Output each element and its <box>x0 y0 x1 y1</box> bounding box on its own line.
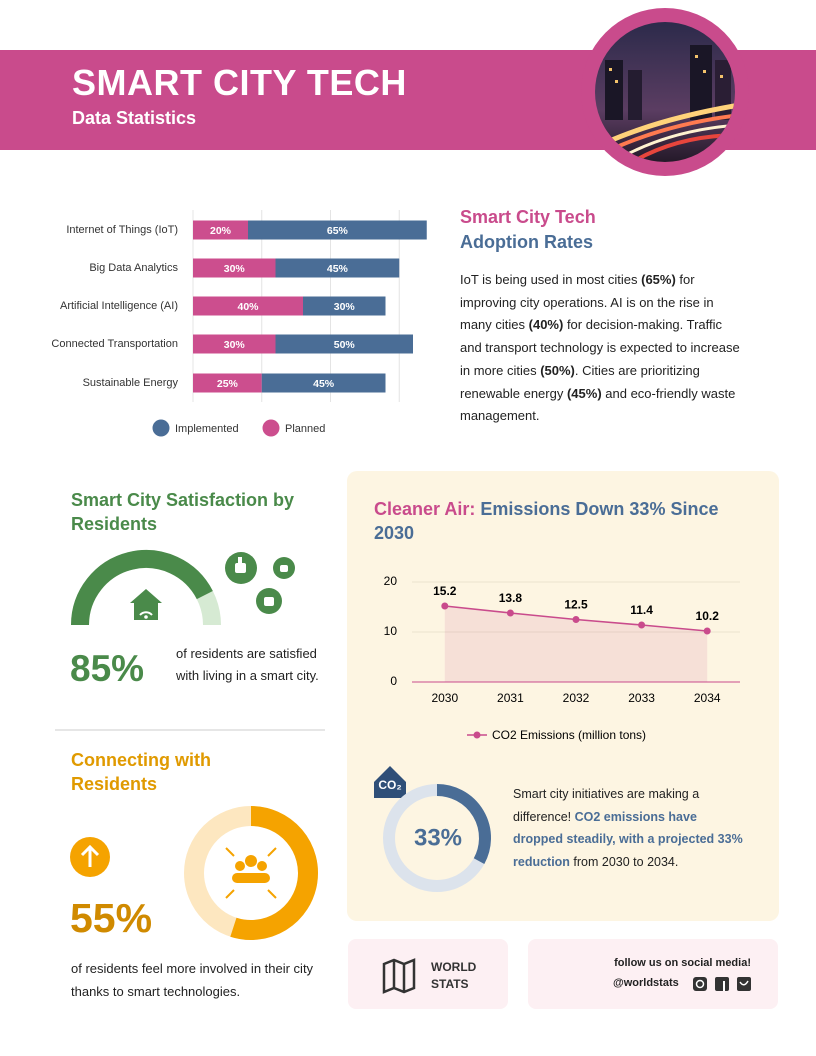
bar-segment <box>275 258 400 278</box>
bar-segment <box>303 296 386 316</box>
thumbs-icons <box>225 552 295 614</box>
y-tick-label: 20 <box>384 574 398 588</box>
legend-swatch <box>152 419 170 437</box>
y-tick-label: 10 <box>384 624 398 638</box>
x-tick-label: 2034 <box>694 691 721 705</box>
gauge-value <box>71 550 213 626</box>
subtitle: Data Statistics <box>72 108 197 128</box>
point <box>506 609 514 617</box>
bar-segment <box>193 258 276 278</box>
bar-segment <box>193 334 276 354</box>
paragraph-run: (45%) <box>566 385 602 401</box>
city-photo <box>595 22 735 162</box>
section-title: Adoption Rates <box>460 232 593 252</box>
paragraph-run: from 2030 to 2034. <box>569 854 679 869</box>
bar-value-label: 20% <box>210 225 232 237</box>
paragraph: Smart city initiatives are making a diff… <box>513 783 743 873</box>
point <box>703 627 711 635</box>
bar-segment <box>193 220 248 240</box>
point <box>441 602 449 610</box>
paragraph-run: . Cities are prioritizing renewable ener… <box>460 362 700 401</box>
paragraph-run: (40%) <box>528 317 564 333</box>
paragraph-run: and eco-friendly waste management. <box>460 385 736 424</box>
arrow-icon <box>70 837 110 877</box>
y-tick-label: 0 <box>390 674 397 688</box>
data-label: 15.2 <box>433 584 457 598</box>
paragraph-run: Smart city initiatives are making a diff… <box>513 787 700 824</box>
x-tick-label: 2031 <box>497 691 524 705</box>
paragraph-run: IoT is being used in most cities <box>460 272 642 287</box>
x-tick-label: 2030 <box>431 691 458 705</box>
body-text: of residents feel more involved in their… <box>71 961 314 999</box>
category-label: Artificial Intelligence (AI) <box>60 299 178 312</box>
donut-label: 33% <box>414 824 462 851</box>
big-number: 85% <box>70 648 145 689</box>
donut-value <box>230 806 318 940</box>
bar-value-label: 30% <box>334 301 356 313</box>
social-icons[interactable] <box>693 977 751 991</box>
section-title: Smart City Satisfaction by Residents <box>71 490 295 534</box>
bar-value-label: 40% <box>237 301 259 313</box>
co2-badge-icon <box>374 766 406 798</box>
paragraph-run: for decision-making. Traffic and transpo… <box>460 317 740 378</box>
bar-value-label: 50% <box>334 339 356 351</box>
bar-value-label: 65% <box>327 225 349 237</box>
title-part: Cleaner Air: <box>374 499 476 519</box>
big-number: 55% <box>70 895 153 941</box>
category-label: Connected Transportation <box>51 337 178 350</box>
social-prompt: follow us on social media! <box>614 957 751 969</box>
point <box>572 616 580 623</box>
map-icon <box>382 958 416 994</box>
category-label: Big Data Analytics <box>89 261 178 274</box>
bar-value-label: 45% <box>327 263 349 275</box>
bar-value-label: 30% <box>224 263 246 275</box>
x-tick-label: 2032 <box>563 691 590 705</box>
category-label: Internet of Things (IoT) <box>66 223 178 236</box>
bar-value-label: 25% <box>217 378 239 390</box>
body-text: of residents are satisfied with living i… <box>176 646 319 683</box>
x-tick-label: 2033 <box>628 691 655 705</box>
legend-label: Planned <box>285 423 325 435</box>
legend-swatch <box>262 419 280 437</box>
data-label: 12.5 <box>564 598 588 612</box>
social-box <box>528 939 778 1009</box>
category-label: Sustainable Energy <box>82 376 178 389</box>
section-title: Connecting with Residents <box>71 750 211 794</box>
donut-value <box>436 784 491 865</box>
chart-title: Cleaner Air: Emissions Down 33% Since 20… <box>374 497 724 545</box>
brand: WORLD <box>431 960 477 974</box>
point <box>638 621 646 629</box>
legend-label: Implemented <box>175 423 239 435</box>
handle: @worldstats <box>613 977 679 989</box>
data-label: 13.8 <box>499 591 523 605</box>
data-label: 10.2 <box>696 609 720 623</box>
title: SMART CITY TECH <box>72 62 407 103</box>
people-icon <box>225 847 277 899</box>
paragraph-run: for improving city operations. AI is on … <box>460 272 714 333</box>
brand-box <box>348 939 508 1009</box>
section-title: Smart City Tech <box>460 207 596 227</box>
badge: CO₂ <box>378 778 401 792</box>
brand: STATS <box>431 977 469 991</box>
paragraph: IoT is being used in most cities (65%) f… <box>460 269 740 428</box>
data-label: 11.4 <box>630 603 653 617</box>
bar-segment <box>193 373 262 393</box>
paragraph-run: (50%) <box>540 362 575 378</box>
title-part: Emissions Down 33% Since 2030 <box>374 499 719 543</box>
bar-value-label: 45% <box>313 378 335 390</box>
legend-label: CO2 Emissions (million tons) <box>492 728 646 742</box>
bar-segment <box>261 373 386 393</box>
bar-segment <box>193 296 303 316</box>
paragraph-run: (65%) <box>641 272 676 287</box>
legend-marker <box>473 731 481 739</box>
emissions-panel <box>347 471 779 921</box>
house-icon <box>130 589 162 620</box>
paragraph-run: CO2 emissions have dropped steadily, wit… <box>513 809 743 869</box>
bar-value-label: 30% <box>224 339 246 351</box>
bar-segment <box>248 220 427 240</box>
bar-segment <box>275 334 413 354</box>
